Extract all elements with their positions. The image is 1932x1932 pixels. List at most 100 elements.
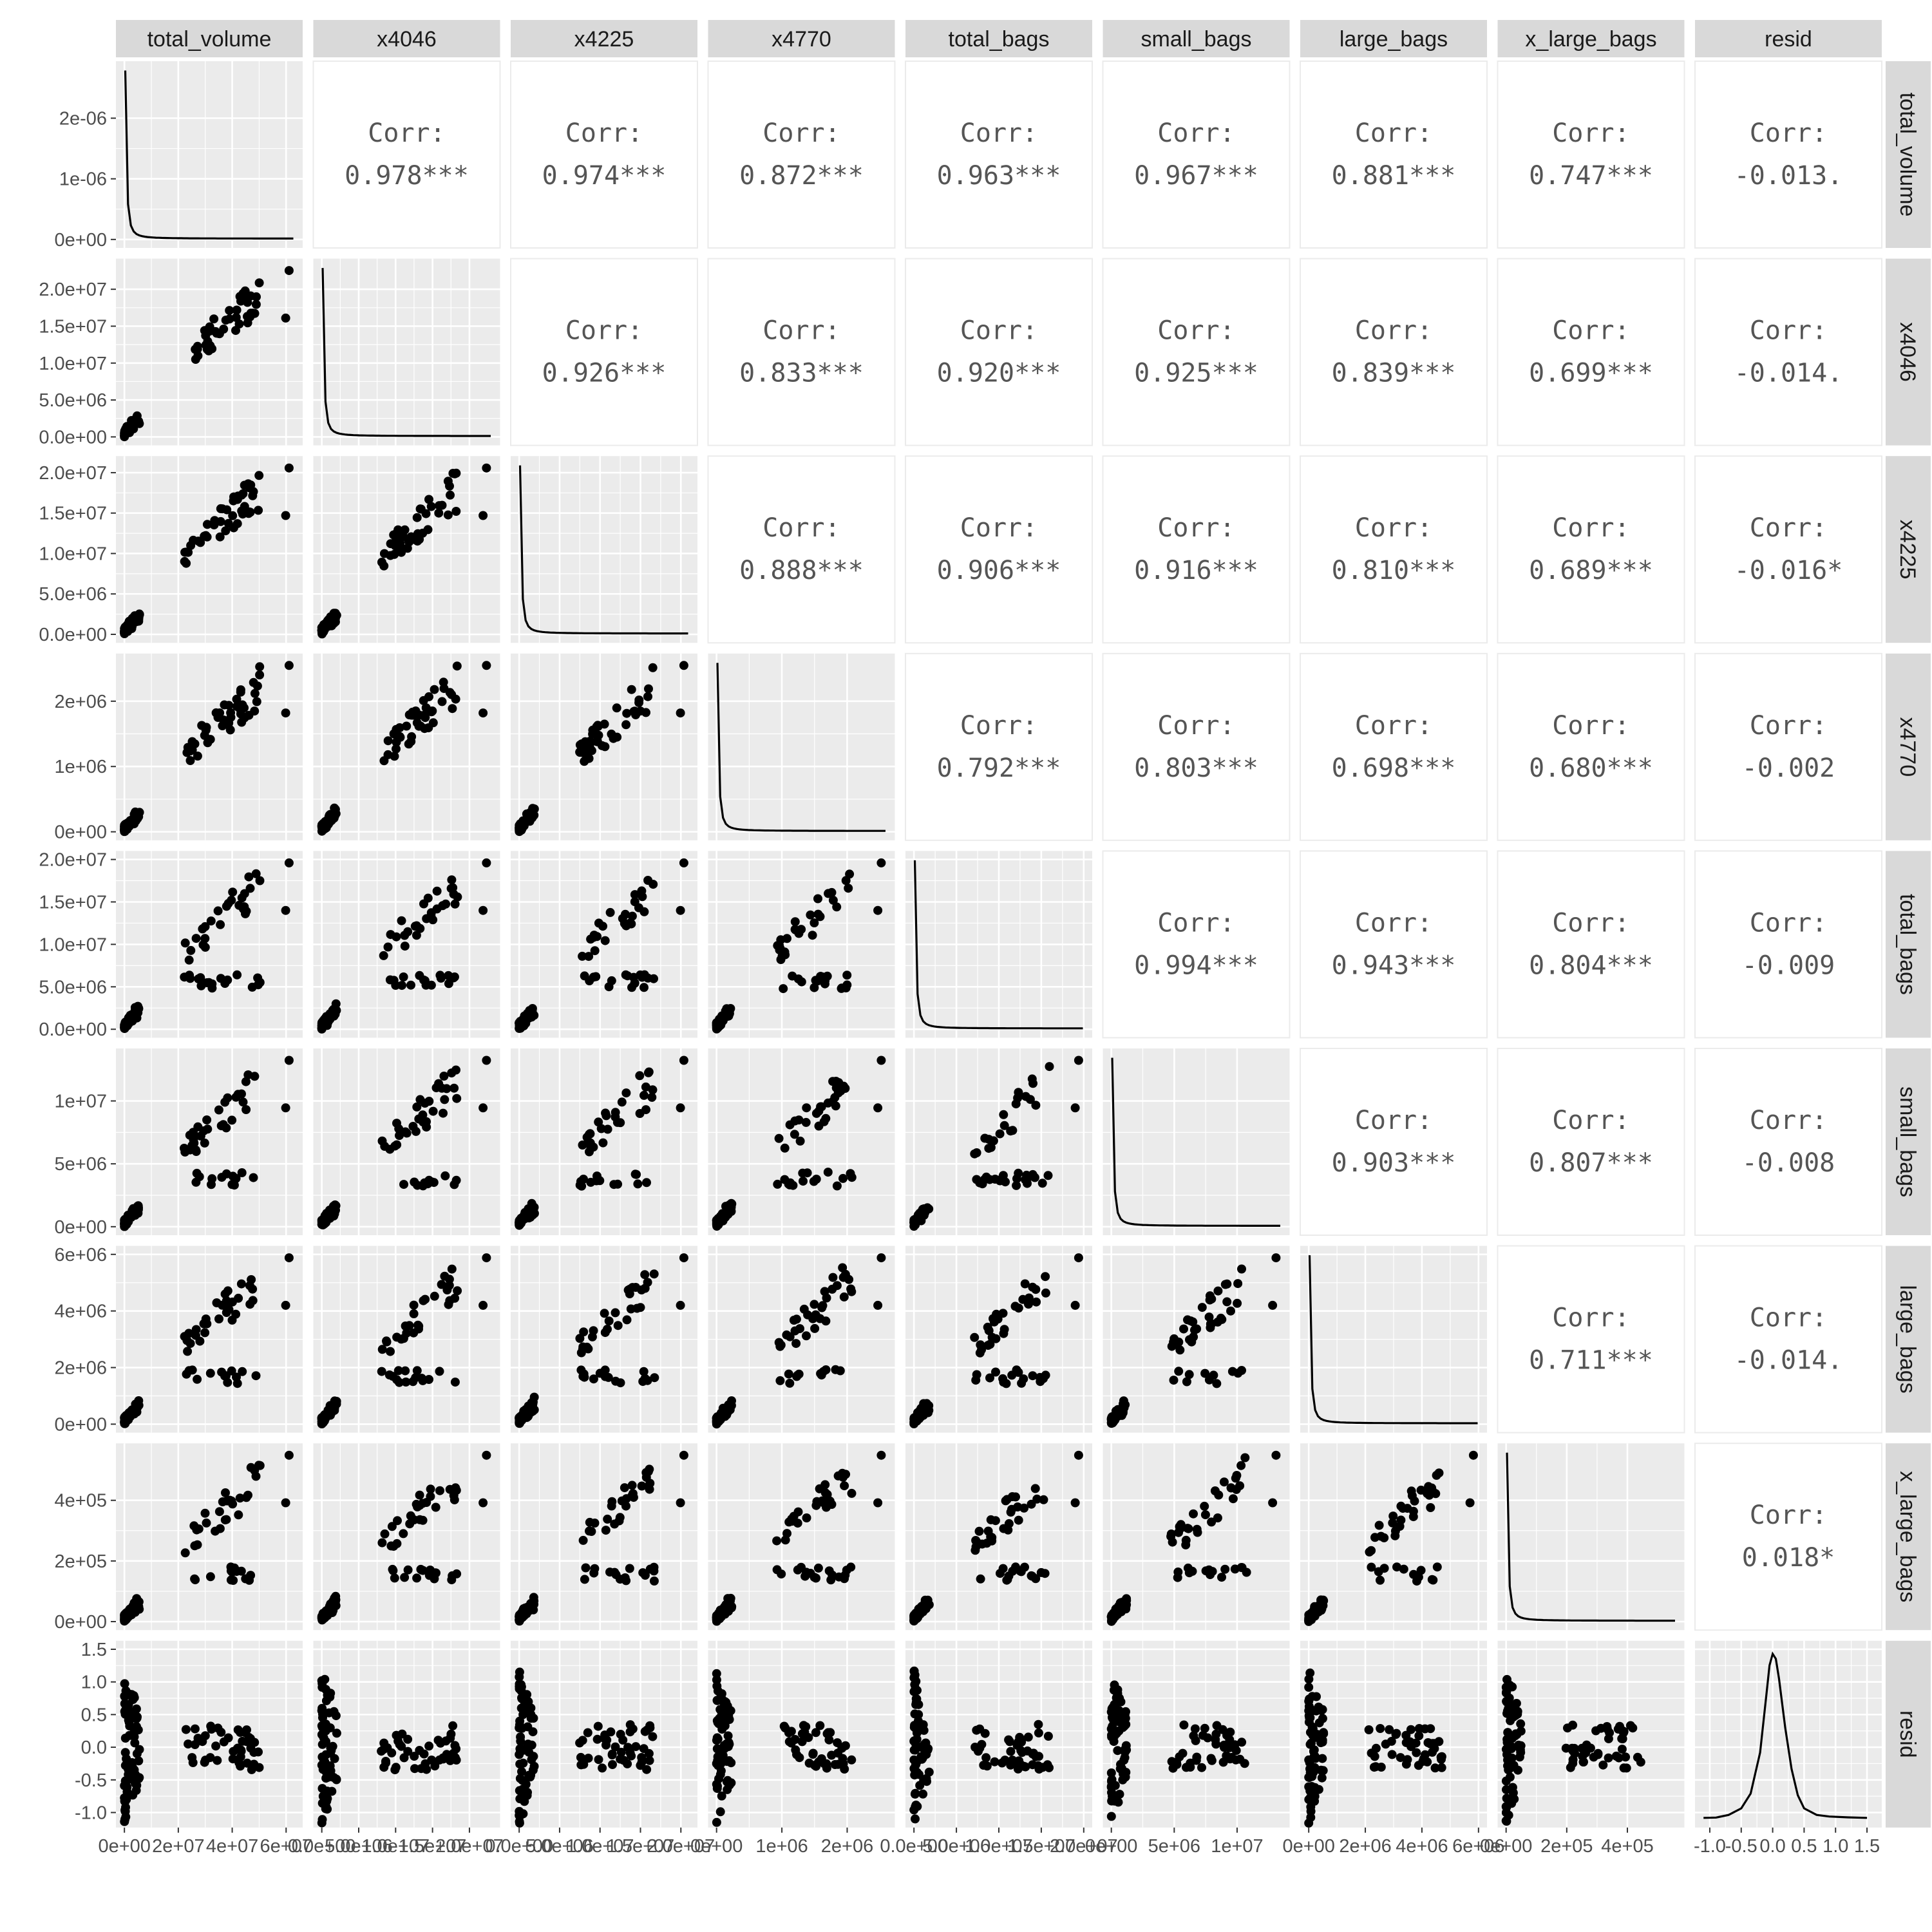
scatter-point [426,502,436,511]
scatter-point [249,487,258,497]
scatter-point [623,1759,632,1768]
corr-label: Corr: [1552,316,1629,346]
scatter-point [482,1450,491,1460]
scatter-point [712,1696,722,1705]
scatter-point [1197,1303,1207,1312]
scatter-point [821,1113,831,1123]
corr-value: -0.008 [1742,1148,1835,1178]
scatter-point [777,1569,786,1579]
scatter-points [317,1253,491,1428]
scatter-point [444,1280,454,1290]
scatter-point [380,1529,390,1539]
scatter-point [606,1727,616,1737]
scatter-point [120,1797,130,1806]
column-strips: total_volume x4046 x4225 x4770 total_bags sma… [116,20,1882,57]
scatter-point [1374,1567,1383,1577]
column-strip-x_large_bags: x_large_bags [1497,20,1685,57]
scatter-point [1027,1074,1037,1084]
panel-small_bags-x4046 [313,1048,500,1235]
scatter-point [998,1758,1007,1768]
scatter-point [241,1077,251,1086]
corr-value: 0.967*** [1134,161,1258,191]
scatter-point [1106,1812,1116,1821]
scatter-point [238,1736,247,1746]
scatter-point [611,1108,620,1117]
scatter-point [320,1719,330,1728]
scatter-point [428,1106,438,1116]
scatter-point [1028,1371,1037,1381]
scatter-point [1115,1790,1124,1799]
panel-total_volume-x4770: Corr:0.872*** [707,61,896,249]
scatter-point [482,661,491,670]
row-strip-total_bags: total_bags [1886,851,1931,1038]
scatter-point [420,1099,430,1108]
scatter-point [236,296,245,306]
scatter-point [450,1083,459,1093]
scatter-points [317,661,491,836]
scatter-point [1317,1773,1327,1783]
scatter-point [998,1564,1008,1573]
panel-x_large_bags-large_bags [1300,1443,1487,1631]
scatter-point [415,1515,424,1524]
scatter-point [527,1398,536,1408]
y-tick-label: 1.0e+07 [39,354,107,374]
corr-label: Corr: [762,316,840,346]
scatter-point [281,313,290,323]
x-tick-label: 0.0e+00 [288,1836,356,1857]
scatter-point [377,1538,387,1548]
scatter-point [1204,1565,1214,1575]
scatter-point [1030,1484,1040,1493]
scatter-point [214,1507,224,1517]
scatter-point [391,1763,401,1772]
scatter-point [377,1367,386,1376]
density-curve-small_bags [1111,1057,1280,1227]
scatter-point [233,491,243,501]
scatter-point [120,1707,129,1716]
x-tick-label: 5.0e+06 [325,1836,393,1857]
corr-label: Corr: [1750,711,1827,741]
scatter-point [608,1760,617,1769]
panel-background [708,1443,895,1631]
scatter-point [638,892,647,902]
scatter-point [439,684,449,694]
scatter-point [248,1296,258,1305]
scatter-point [281,708,290,718]
scatter-point [318,1609,328,1618]
scatter-point [524,1770,534,1780]
scatter-point [714,1019,723,1028]
scatter-point [237,1168,247,1177]
scatter-point [320,622,330,632]
corr-label: Corr: [1750,908,1827,938]
scatter-point [1510,1794,1519,1804]
scatter-point [254,1461,263,1470]
scatter-point [255,670,265,679]
scatter-point [1167,1341,1177,1351]
scatter-point [243,312,252,321]
scatter-point [603,1514,612,1524]
scatter-point [246,1463,256,1472]
scatter-point [1002,1495,1012,1504]
scatter-point [600,1734,609,1743]
column-strip-label: large_bags [1340,27,1448,52]
scatter-point [388,1566,398,1575]
scatter-point [592,1734,602,1744]
scatter-point [225,1495,234,1505]
scatter-point [444,1300,453,1309]
scatter-point [1604,1753,1613,1763]
scatter-point [236,685,245,695]
scatter-point [124,1730,134,1740]
scatter-point [1122,1745,1132,1755]
scatter-point [1216,1313,1226,1323]
scatter-point [1217,1573,1226,1582]
scatter-point [911,1788,920,1798]
scatter-point [191,934,201,943]
scatter-point [604,1316,614,1326]
scatter-point [414,1321,424,1331]
scatter-point [1396,1753,1405,1763]
scatter-point [1174,1528,1183,1537]
scatter-point [1403,1755,1412,1765]
scatter-point [1591,1726,1601,1736]
scatter-point [249,1173,258,1182]
scatter-points [1106,1253,1281,1428]
